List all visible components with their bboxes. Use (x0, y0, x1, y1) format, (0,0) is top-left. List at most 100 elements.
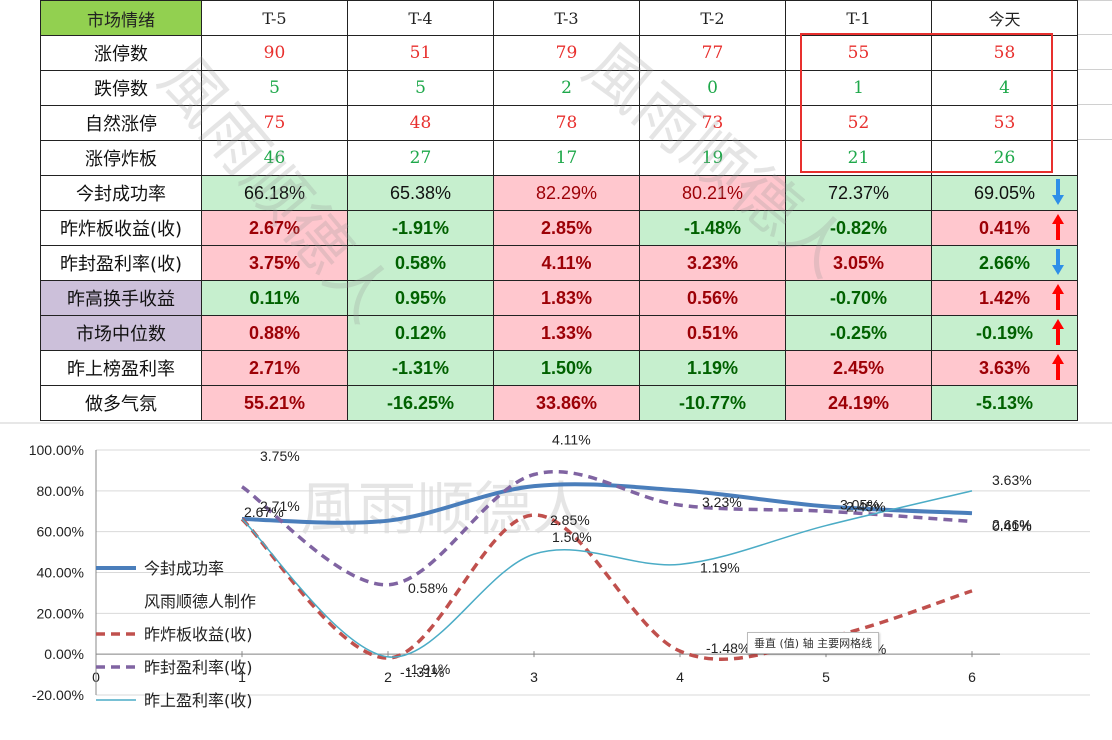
value-cell[interactable]: 4.11% (493, 245, 640, 281)
row-label-cell[interactable]: 涨停数 (40, 35, 202, 71)
header-date-cell[interactable]: T-2 (639, 0, 786, 36)
value-cell[interactable]: 55 (785, 35, 932, 71)
value-cell[interactable]: 2.71% (201, 350, 348, 386)
value-cell[interactable]: -1.91% (347, 210, 494, 246)
value-cell[interactable]: -0.19% (931, 315, 1078, 351)
header-date-cell[interactable]: T-3 (493, 0, 640, 36)
value-cell[interactable]: 51 (347, 35, 494, 71)
value-cell[interactable]: 3.05% (785, 245, 932, 281)
legend-label: 昨上盈利率(收) (144, 691, 253, 710)
value-cell[interactable]: 21 (785, 140, 932, 176)
row-label-cell[interactable]: 涨停炸板 (40, 140, 202, 176)
x-tick-label: 2 (384, 669, 392, 685)
value-cell[interactable]: 53 (931, 105, 1078, 141)
legend-note: 风雨顺德人制作 (144, 592, 256, 611)
value-cell[interactable]: 79 (493, 35, 640, 71)
row-label-cell[interactable]: 市场中位数 (40, 315, 202, 351)
value-cell[interactable]: 77 (639, 35, 786, 71)
value-cell[interactable]: 1.50% (493, 350, 640, 386)
y-tick-label: 40.00% (37, 565, 84, 581)
value-cell[interactable]: 3.75% (201, 245, 348, 281)
sheet-gridline (1078, 139, 1112, 140)
data-label: -1.91% (406, 661, 450, 677)
value-cell[interactable]: 48 (347, 105, 494, 141)
value-cell[interactable]: 1.19% (639, 350, 786, 386)
value-cell[interactable]: 65.38% (347, 175, 494, 211)
value-cell[interactable]: 0.56% (639, 280, 786, 316)
value-cell[interactable]: 1.83% (493, 280, 640, 316)
data-label: 1.50% (552, 529, 592, 545)
value-cell[interactable]: 80.21% (639, 175, 786, 211)
row-label-cell[interactable]: 跌停数 (40, 70, 202, 106)
value-cell[interactable]: 75 (201, 105, 348, 141)
value-cell[interactable]: -16.25% (347, 385, 494, 421)
value-cell[interactable]: 17 (493, 140, 640, 176)
sheet-gridline (1078, 104, 1112, 105)
data-label: 2.66% (992, 516, 1032, 532)
value-cell[interactable]: 82.29% (493, 175, 640, 211)
value-cell[interactable]: 2.85% (493, 210, 640, 246)
value-cell[interactable]: -0.82% (785, 210, 932, 246)
value-cell[interactable]: -1.48% (639, 210, 786, 246)
row-label-cell[interactable]: 自然涨停 (40, 105, 202, 141)
row-label-cell[interactable]: 昨封盈利率(收) (40, 245, 202, 281)
value-cell[interactable]: -10.77% (639, 385, 786, 421)
header-date-cell[interactable]: 今天 (931, 0, 1078, 36)
value-cell[interactable]: 27 (347, 140, 494, 176)
row-label-cell[interactable]: 昨上榜盈利率 (40, 350, 202, 386)
value-cell[interactable]: -0.25% (785, 315, 932, 351)
value-cell[interactable]: 3.23% (639, 245, 786, 281)
value-cell[interactable]: 0.11% (201, 280, 348, 316)
value-cell[interactable]: 78 (493, 105, 640, 141)
value-cell[interactable]: 90 (201, 35, 348, 71)
value-cell[interactable]: 5 (347, 70, 494, 106)
spreadsheet-area: 市场情绪 T-5 T-4 T-3 T-2 T-1 今天 涨停数 90 51 79 77 55 58 跌停数 5… (40, 0, 1112, 421)
value-cell[interactable]: 2.45% (785, 350, 932, 386)
value-cell[interactable]: 55.21% (201, 385, 348, 421)
data-label: -1.48% (706, 640, 750, 656)
y-tick-label: 100.00% (29, 442, 84, 458)
value-cell[interactable]: 0 (639, 70, 786, 106)
line-chart[interactable]: -20.00% 0.00% 20.00% 40.00% 60.00% 80.00% 100.… (0, 422, 1112, 740)
row-label-cell[interactable]: 昨高换手收益 (40, 280, 202, 316)
value-cell[interactable]: 0.58% (347, 245, 494, 281)
value-cell[interactable]: 73 (639, 105, 786, 141)
data-label: 2.67% (244, 504, 284, 520)
series-line-0 (241, 482, 973, 525)
header-date-cell[interactable]: T-4 (347, 0, 494, 36)
value-cell[interactable]: -5.13% (931, 385, 1078, 421)
highlight-box (800, 33, 1053, 173)
value-cell[interactable]: 2.66% (931, 245, 1078, 281)
value-cell[interactable]: 0.12% (347, 315, 494, 351)
value-cell[interactable]: 2 (493, 70, 640, 106)
value-cell[interactable]: 0.88% (201, 315, 348, 351)
data-label: 0.41% (992, 518, 1032, 534)
value-cell[interactable]: 26 (931, 140, 1078, 176)
value-cell[interactable]: 0.51% (639, 315, 786, 351)
value-cell[interactable]: -1.31% (347, 350, 494, 386)
header-date-cell[interactable]: T-1 (785, 0, 932, 36)
value-cell[interactable]: 24.19% (785, 385, 932, 421)
header-date-cell[interactable]: T-5 (201, 0, 348, 36)
value-cell[interactable]: 46 (201, 140, 348, 176)
value-cell[interactable]: 66.18% (201, 175, 348, 211)
row-label-cell[interactable]: 做多气氛 (40, 385, 202, 421)
row-label-cell[interactable]: 昨炸板收益(收) (40, 210, 202, 246)
value-cell[interactable]: 33.86% (493, 385, 640, 421)
value-cell[interactable]: -0.70% (785, 280, 932, 316)
value-cell[interactable]: 5 (201, 70, 348, 106)
value-cell[interactable]: 0.95% (347, 280, 494, 316)
value-cell[interactable]: 2.67% (201, 210, 348, 246)
value-cell[interactable]: 0.41% (931, 210, 1078, 246)
value-cell[interactable]: 72.37% (785, 175, 932, 211)
value-cell[interactable]: 1.33% (493, 315, 640, 351)
header-label-cell[interactable]: 市场情绪 (40, 0, 202, 36)
data-label: 2.45% (846, 499, 886, 515)
arrow-up-icon (1052, 319, 1064, 345)
series-line-3 (241, 490, 973, 658)
row-label-cell[interactable]: 今封成功率 (40, 175, 202, 211)
value-cell[interactable]: 19 (639, 140, 786, 176)
value-cell[interactable]: 52 (785, 105, 932, 141)
value-cell[interactable]: 3.63% (931, 350, 1078, 386)
y-tick-label: 80.00% (37, 483, 84, 499)
